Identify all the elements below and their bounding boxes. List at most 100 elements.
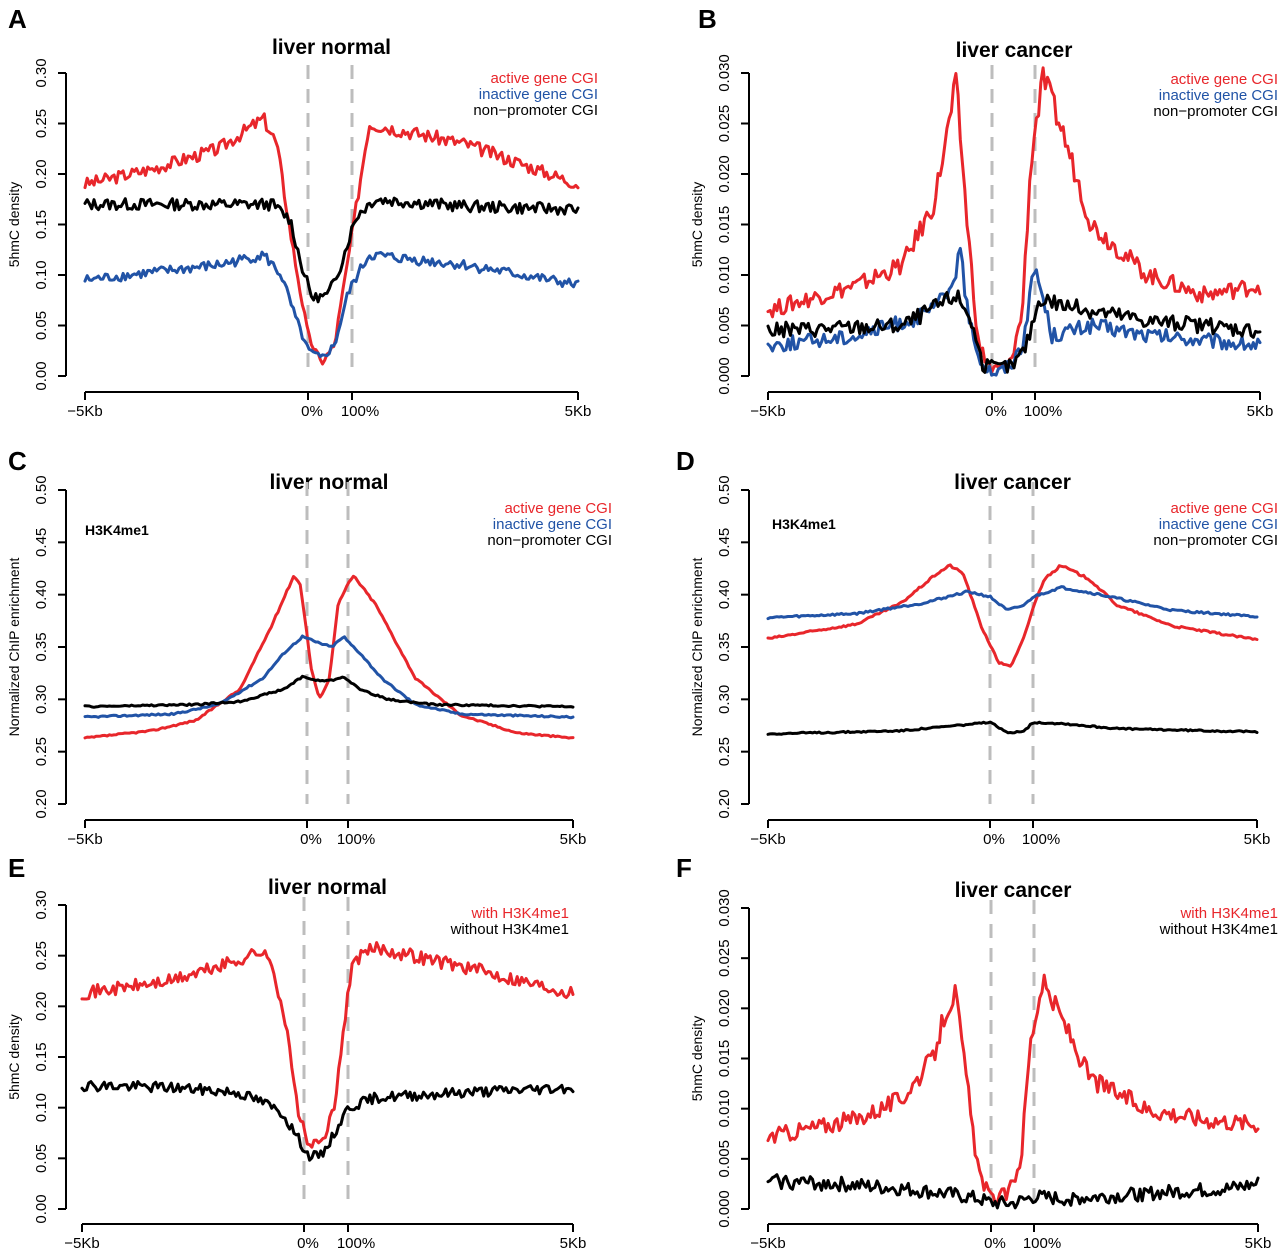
legend-entry: with H3K4me1 bbox=[1179, 905, 1278, 922]
y-tick-label: 0.50 bbox=[716, 475, 733, 504]
y-axis-label: 5hmC density bbox=[6, 182, 22, 268]
y-tick-label: 0.020 bbox=[716, 990, 733, 1028]
chart-title: liver normal bbox=[272, 36, 391, 59]
series-line-without-h3k4me1 bbox=[766, 1173, 1260, 1210]
y-axis-label: 5hmC density bbox=[689, 1016, 705, 1102]
y-tick-label: 0.20 bbox=[33, 789, 50, 818]
y-tick-label: 0.40 bbox=[33, 580, 50, 609]
x-tick-label: 0% bbox=[300, 831, 322, 848]
x-tick-label: 0% bbox=[297, 1235, 319, 1249]
y-tick-label: 0.45 bbox=[716, 528, 733, 557]
series-line-inactive-gene-cgi bbox=[766, 246, 1262, 377]
y-axis-label: Normalized ChIP enrichment bbox=[6, 558, 22, 737]
y-tick-label: 0.005 bbox=[716, 1140, 733, 1178]
x-tick-label: 100% bbox=[1022, 831, 1060, 848]
series-line-inactive-gene-cgi bbox=[83, 250, 580, 359]
x-tick-label: −5Kb bbox=[750, 403, 785, 420]
y-tick-label: 0.30 bbox=[33, 58, 50, 87]
legend-entry: non−promoter CGI bbox=[473, 102, 598, 119]
series-line-with-h3k4me1 bbox=[766, 973, 1260, 1205]
y-tick-label: 0.000 bbox=[716, 357, 733, 395]
y-tick-label: 0.50 bbox=[33, 475, 50, 504]
series-line-without-h3k4me1 bbox=[80, 1080, 575, 1162]
x-tick-label: 0% bbox=[301, 403, 323, 420]
legend-entry: non−promoter CGI bbox=[487, 532, 612, 549]
annotation-label: H3K4me1 bbox=[772, 516, 836, 532]
x-tick-label: 5Kb bbox=[1247, 403, 1274, 420]
panel-letter-A: A bbox=[8, 4, 27, 34]
x-tick-label: 100% bbox=[337, 831, 375, 848]
y-tick-label: 0.10 bbox=[33, 260, 50, 289]
series-line-inactive-gene-cgi bbox=[766, 585, 1259, 621]
legend-entry: active gene CGI bbox=[490, 70, 598, 87]
y-tick-label: 0.15 bbox=[33, 210, 50, 239]
y-tick-label: 0.20 bbox=[33, 992, 50, 1021]
legend-entry: active gene CGI bbox=[504, 500, 612, 517]
x-tick-label: −5Kb bbox=[67, 403, 102, 420]
series-line-inactive-gene-cgi bbox=[83, 634, 575, 720]
chart-title: liver normal bbox=[269, 471, 388, 494]
x-tick-label: 5Kb bbox=[560, 831, 587, 848]
y-tick-label: 0.05 bbox=[33, 1144, 50, 1173]
panel-letter-E: E bbox=[8, 853, 25, 883]
y-tick-label: 0.45 bbox=[33, 528, 50, 557]
y-tick-label: 0.20 bbox=[33, 159, 50, 188]
y-tick-label: 0.025 bbox=[716, 105, 733, 143]
y-axis-label: 5hmC density bbox=[6, 1014, 22, 1100]
y-tick-label: 0.010 bbox=[716, 1090, 733, 1128]
chart-title: liver cancer bbox=[956, 39, 1073, 62]
y-tick-label: 0.015 bbox=[716, 206, 733, 244]
series-line-active-gene-cgi bbox=[83, 112, 580, 366]
legend-entry: non−promoter CGI bbox=[1153, 532, 1278, 549]
y-tick-label: 0.30 bbox=[33, 685, 50, 714]
x-tick-label: 100% bbox=[337, 1235, 375, 1249]
panel-letter-D: D bbox=[676, 446, 695, 476]
y-tick-label: 0.025 bbox=[716, 939, 733, 977]
chart-title: liver cancer bbox=[954, 471, 1071, 494]
legend-entry: inactive gene CGI bbox=[493, 516, 612, 533]
x-tick-label: −5Kb bbox=[67, 831, 102, 848]
legend-entry: inactive gene CGI bbox=[479, 86, 598, 103]
x-tick-label: 0% bbox=[984, 1235, 1006, 1249]
y-tick-label: 0.010 bbox=[716, 256, 733, 294]
y-tick-label: 0.30 bbox=[33, 890, 50, 919]
y-tick-label: 0.020 bbox=[716, 155, 733, 193]
legend-entry: active gene CGI bbox=[1170, 500, 1278, 517]
series-line-non-promoter-cgi bbox=[766, 289, 1262, 374]
x-tick-label: 5Kb bbox=[565, 403, 592, 420]
annotation-label: H3K4me1 bbox=[85, 522, 149, 538]
legend-entry: without H3K4me1 bbox=[1159, 921, 1278, 938]
legend-entry: inactive gene CGI bbox=[1159, 87, 1278, 104]
legend-entry: without H3K4me1 bbox=[450, 921, 569, 938]
y-tick-label: 0.030 bbox=[716, 54, 733, 92]
y-tick-label: 0.030 bbox=[716, 889, 733, 927]
legend-entry: inactive gene CGI bbox=[1159, 516, 1278, 533]
y-axis-label: 5hmC density bbox=[689, 182, 705, 268]
panel-letter-C: C bbox=[8, 446, 27, 476]
legend-entry: with H3K4me1 bbox=[470, 905, 569, 922]
y-tick-label: 0.10 bbox=[33, 1093, 50, 1122]
x-tick-label: 5Kb bbox=[1245, 1235, 1272, 1249]
x-tick-label: −5Kb bbox=[750, 831, 785, 848]
x-tick-label: 100% bbox=[341, 403, 379, 420]
series-line-active-gene-cgi bbox=[766, 563, 1259, 668]
x-tick-label: 5Kb bbox=[560, 1235, 587, 1249]
y-tick-label: 0.25 bbox=[33, 941, 50, 970]
y-tick-label: 0.00 bbox=[33, 361, 50, 390]
chart-title: liver cancer bbox=[955, 879, 1072, 902]
x-tick-label: 100% bbox=[1023, 1235, 1061, 1249]
y-tick-label: 0.00 bbox=[33, 1194, 50, 1223]
chart-title: liver normal bbox=[268, 876, 387, 899]
series-line-non-promoter-cgi bbox=[83, 674, 575, 709]
x-tick-label: 0% bbox=[985, 403, 1007, 420]
y-tick-label: 0.40 bbox=[716, 580, 733, 609]
y-tick-label: 0.35 bbox=[716, 632, 733, 661]
y-tick-label: 0.25 bbox=[716, 737, 733, 766]
y-tick-label: 0.25 bbox=[33, 737, 50, 766]
